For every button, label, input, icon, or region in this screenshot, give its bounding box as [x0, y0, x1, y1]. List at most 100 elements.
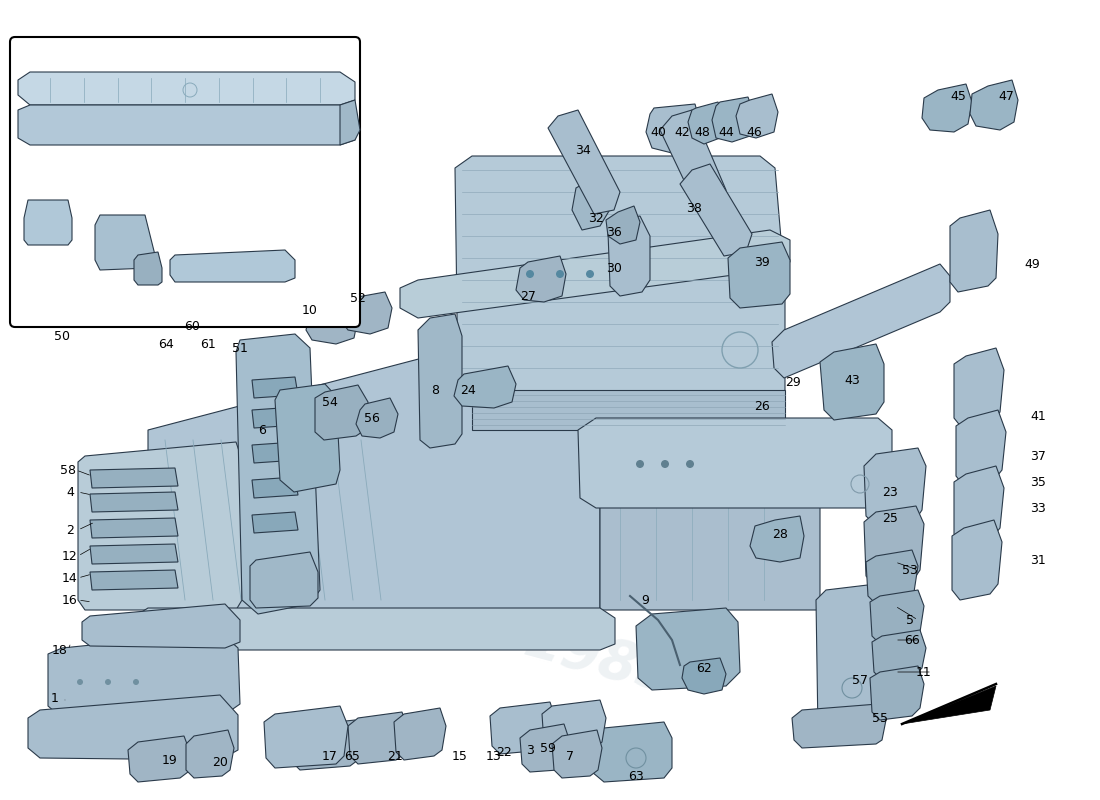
Polygon shape	[792, 704, 886, 748]
Circle shape	[556, 270, 564, 278]
Polygon shape	[490, 702, 556, 754]
Polygon shape	[90, 492, 178, 512]
Text: 48: 48	[694, 126, 710, 138]
Polygon shape	[82, 604, 240, 648]
Polygon shape	[970, 80, 1018, 130]
Polygon shape	[646, 104, 700, 154]
Polygon shape	[18, 72, 355, 105]
Text: 65: 65	[344, 750, 360, 762]
Text: 14: 14	[62, 571, 78, 585]
Text: 53: 53	[902, 563, 917, 577]
Text: 34: 34	[575, 143, 591, 157]
Text: 15: 15	[452, 750, 468, 762]
Text: 35: 35	[1030, 475, 1046, 489]
Polygon shape	[552, 730, 602, 778]
Text: 45: 45	[950, 90, 966, 102]
Polygon shape	[472, 390, 785, 430]
Text: parts: parts	[358, 539, 582, 661]
Text: 51: 51	[232, 342, 248, 354]
Text: 58: 58	[60, 463, 76, 477]
Polygon shape	[148, 356, 600, 610]
Circle shape	[77, 679, 82, 685]
Text: 3: 3	[526, 743, 534, 757]
Polygon shape	[252, 477, 298, 498]
Polygon shape	[578, 418, 892, 508]
Polygon shape	[636, 608, 740, 690]
Polygon shape	[275, 384, 340, 492]
Polygon shape	[608, 216, 650, 296]
Text: 17: 17	[322, 750, 338, 762]
Polygon shape	[870, 590, 924, 644]
Text: 44: 44	[718, 126, 734, 138]
Polygon shape	[342, 292, 392, 334]
Polygon shape	[418, 314, 462, 448]
Polygon shape	[922, 84, 972, 132]
Text: 46: 46	[746, 126, 762, 138]
Polygon shape	[870, 666, 924, 720]
Polygon shape	[236, 334, 320, 614]
Polygon shape	[18, 105, 355, 145]
Polygon shape	[290, 720, 362, 770]
Text: 6: 6	[258, 423, 266, 437]
Polygon shape	[954, 348, 1004, 428]
Polygon shape	[186, 730, 234, 778]
Polygon shape	[680, 164, 752, 256]
Polygon shape	[736, 94, 778, 138]
Polygon shape	[660, 110, 726, 214]
Text: 50: 50	[54, 330, 70, 342]
Polygon shape	[95, 215, 155, 270]
Text: 49: 49	[1024, 258, 1040, 270]
Circle shape	[526, 270, 534, 278]
Text: 60: 60	[184, 319, 200, 333]
Polygon shape	[454, 366, 516, 408]
Polygon shape	[315, 385, 368, 440]
Polygon shape	[90, 468, 178, 488]
Polygon shape	[750, 516, 804, 562]
Polygon shape	[952, 520, 1002, 600]
Polygon shape	[728, 242, 790, 308]
Text: ets: ets	[122, 473, 338, 627]
Polygon shape	[520, 724, 570, 772]
Polygon shape	[250, 552, 318, 608]
Text: 1: 1	[51, 691, 59, 705]
Polygon shape	[956, 410, 1006, 486]
Text: 12: 12	[62, 550, 78, 562]
Polygon shape	[864, 448, 926, 526]
Text: 10: 10	[302, 303, 318, 317]
Text: 27: 27	[520, 290, 536, 302]
Circle shape	[686, 460, 694, 468]
Polygon shape	[712, 97, 754, 142]
Text: 59: 59	[540, 742, 556, 754]
Polygon shape	[590, 722, 672, 782]
Text: 42: 42	[674, 126, 690, 138]
Polygon shape	[950, 210, 998, 292]
Text: 11: 11	[916, 666, 932, 678]
Circle shape	[104, 679, 111, 685]
Circle shape	[661, 460, 669, 468]
Polygon shape	[682, 658, 726, 694]
Polygon shape	[48, 632, 240, 718]
Polygon shape	[872, 630, 926, 680]
Polygon shape	[542, 700, 606, 752]
Text: 20: 20	[212, 755, 228, 769]
FancyBboxPatch shape	[10, 37, 360, 327]
Text: 41: 41	[1030, 410, 1046, 422]
Text: 7: 7	[566, 750, 574, 762]
Polygon shape	[340, 100, 360, 145]
Polygon shape	[90, 570, 178, 590]
Text: 8: 8	[431, 383, 439, 397]
Text: 30: 30	[606, 262, 621, 274]
Polygon shape	[516, 256, 566, 302]
Circle shape	[586, 270, 594, 278]
Polygon shape	[90, 544, 178, 564]
Text: 47: 47	[998, 90, 1014, 102]
Text: 37: 37	[1030, 450, 1046, 462]
Text: 29: 29	[785, 375, 801, 389]
Polygon shape	[954, 466, 1004, 544]
Polygon shape	[24, 200, 72, 245]
Text: 52: 52	[350, 291, 366, 305]
Polygon shape	[90, 518, 178, 538]
Polygon shape	[400, 230, 790, 318]
Polygon shape	[78, 442, 242, 610]
Circle shape	[636, 460, 644, 468]
